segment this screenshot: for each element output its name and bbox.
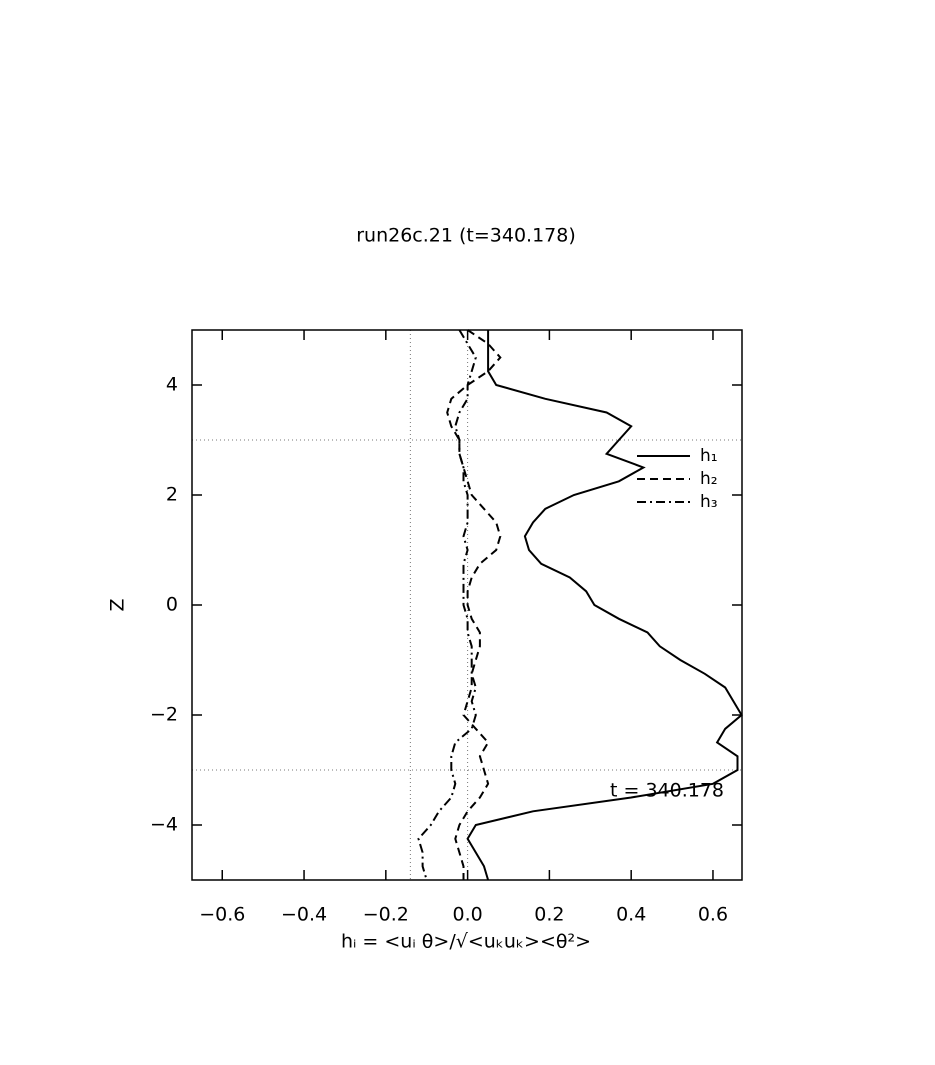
x-tick-label: 0.6 <box>698 904 728 926</box>
series-line <box>446 329 502 880</box>
series-line <box>466 330 743 881</box>
chart-title: run26c.21 (t=340.178) <box>356 225 576 247</box>
legend-label: h₃ <box>700 492 718 512</box>
x-tick-label: −0.2 <box>363 904 409 926</box>
x-tick-label: 0.2 <box>534 904 564 926</box>
legend-label: h₁ <box>700 446 718 466</box>
y-tick-label: −4 <box>150 814 178 836</box>
x-tick-label: −0.4 <box>281 904 327 926</box>
legend-label: h₂ <box>700 469 718 489</box>
series-line <box>417 329 477 881</box>
x-tick-label: 0.4 <box>616 904 646 926</box>
y-axis-label: Z <box>107 598 129 611</box>
y-tick-label: 0 <box>166 594 178 616</box>
y-tick-label: 4 <box>166 374 178 396</box>
x-axis-label: hᵢ = <uᵢ θ>/√<uₖuₖ><θ²> <box>341 931 591 953</box>
x-tick-label: 0.0 <box>453 904 483 926</box>
x-tick-label: −0.6 <box>199 904 245 926</box>
y-tick-label: 2 <box>166 484 178 506</box>
y-tick-label: −2 <box>150 704 178 726</box>
